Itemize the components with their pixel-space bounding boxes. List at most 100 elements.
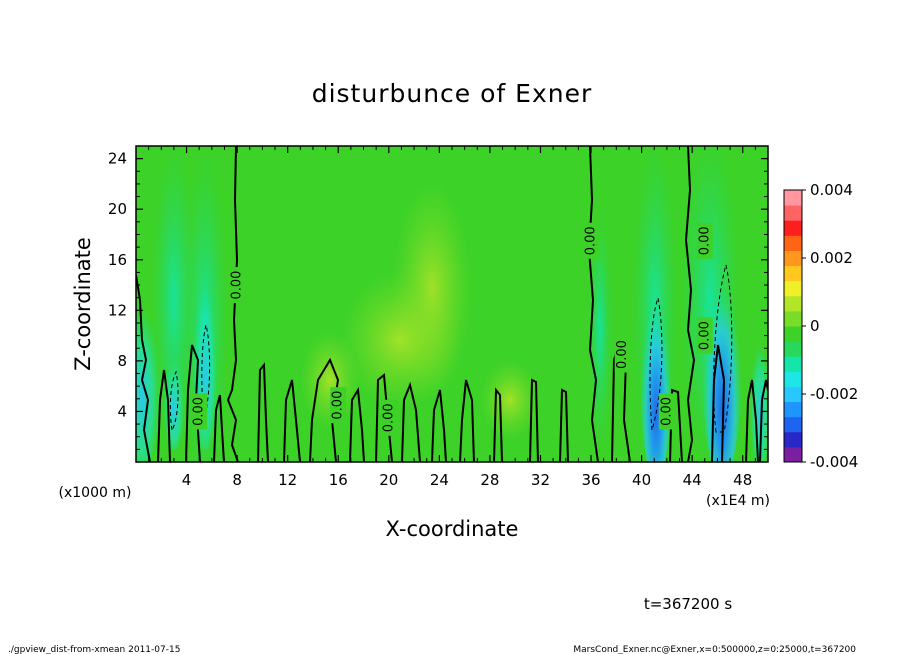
zero-contour-line — [493, 387, 503, 462]
y-tick-label: 16 — [108, 251, 127, 269]
x-tick-label: 40 — [632, 471, 651, 489]
contour-labels: 0.00 0.00 0.00 0.00 0.00 0.00 0.00 0.00 0.00 — [191, 222, 713, 436]
colorbar-swatch — [784, 235, 802, 251]
contour-plot-area: 0.00 0.00 0.00 0.00 0.00 0.00 0.00 0.00 0.00 — [136, 146, 768, 462]
contour-label-bg — [696, 222, 713, 259]
contour-label-bg — [583, 222, 600, 259]
contour-label-bg — [380, 399, 397, 436]
negative-contour-line — [649, 296, 663, 431]
colorbar-swatch — [784, 431, 802, 448]
colorbar-swatch — [784, 446, 802, 463]
chart-title: disturbunce of Exner — [312, 79, 593, 108]
x-tick-label: 12 — [278, 471, 297, 489]
colorbar-swatch — [784, 326, 802, 342]
x-tick-label: 24 — [430, 471, 449, 489]
x-tick-label: 44 — [683, 471, 702, 489]
x-tick-label: 48 — [733, 471, 752, 489]
zero-contour-line — [283, 379, 301, 462]
colorbar-swatch — [784, 386, 802, 403]
colorbar-swatch — [784, 341, 802, 357]
contour-label-bg — [614, 336, 631, 373]
field-negative-region — [702, 240, 742, 462]
zero-contour-line — [136, 274, 151, 462]
contour-label: 0.00 — [697, 226, 712, 255]
zero-contour-line — [745, 379, 759, 462]
x-tick-label: 32 — [531, 471, 550, 489]
x-axis: 4 8 12 16 20 24 28 32 36 40 44 48 — [148, 146, 756, 489]
contour-label-bg — [191, 393, 208, 430]
zero-contour-line — [226, 146, 239, 462]
zero-contour-line — [711, 344, 726, 462]
contour-label: 0.00 — [331, 391, 346, 420]
zero-contour-line — [559, 388, 569, 462]
y-tick-label: 24 — [108, 150, 127, 168]
x-unit-label: (x1E4 m) — [706, 493, 770, 509]
colorbar: 0.004 0.002 0 -0.002 -0.004 — [783, 181, 858, 471]
y-tick-label: 4 — [117, 402, 127, 420]
colorbar-tick-label: 0.002 — [810, 249, 853, 267]
colorbar-swatch — [784, 295, 802, 312]
y-axis-label: Z-coordinate — [71, 237, 95, 371]
x-tick-label: 20 — [379, 471, 398, 489]
x-tick-label: 16 — [329, 471, 348, 489]
colorbar-swatch — [784, 190, 802, 206]
contour-label: 0.00 — [230, 271, 245, 300]
colorbar-swatch — [784, 280, 802, 297]
negative-contour-line — [713, 264, 733, 433]
colorbar-tick-label: 0.004 — [810, 181, 853, 199]
negative-contours — [169, 264, 733, 433]
zero-contour-line — [257, 362, 269, 462]
colorbar-swatch — [784, 401, 802, 418]
footer-left: ./gpview_dist-from-xmean 2011-07-15 — [8, 645, 180, 654]
colorbar-swatch — [784, 205, 802, 221]
contour-label-bg — [658, 393, 675, 430]
zero-contour-line — [213, 394, 225, 462]
x-tick-label: 8 — [232, 471, 242, 489]
zero-contour-line — [759, 379, 768, 462]
footer-right: MarsCond_Exner.nc@Exner,x=0:500000,z=0:2… — [573, 645, 856, 654]
contour-label: 0.00 — [192, 397, 207, 426]
colorbar-swatch — [784, 416, 802, 433]
colorbar-tick-label: -0.002 — [810, 385, 858, 403]
x-tick-label: 36 — [581, 471, 600, 489]
negative-contour-line — [201, 324, 211, 421]
x-tick-label: 28 — [480, 471, 499, 489]
contour-label: 0.00 — [615, 340, 630, 369]
y-tick-label: 20 — [108, 200, 127, 218]
zero-contour-line — [459, 379, 475, 462]
colorbar-swatch — [784, 310, 802, 327]
zero-contour-line — [684, 146, 696, 462]
contour-label: 0.00 — [659, 397, 674, 426]
time-annotation: t=367200 s — [644, 595, 732, 613]
contour-label: 0.00 — [584, 226, 599, 255]
y-tick-label: 8 — [117, 352, 127, 370]
contour-label-bg — [696, 317, 713, 354]
zero-contour-line — [587, 146, 599, 462]
colorbar-swatch — [784, 220, 802, 236]
field-negative-region — [640, 260, 672, 462]
y-tick-label: 12 — [108, 301, 127, 319]
zero-contour-line — [157, 369, 171, 462]
field-negative-region — [750, 330, 768, 462]
contour-label-bg — [330, 387, 347, 424]
field-positive-region — [340, 270, 460, 410]
colorbar-swatch — [784, 250, 802, 267]
colorbar-tick-label: 0 — [810, 317, 820, 335]
colorbar-tick-label: -0.004 — [810, 453, 858, 471]
colorbar-swatch — [784, 265, 802, 282]
y-unit-label: (x1000 m) — [59, 485, 132, 501]
x-axis-label: X-coordinate — [386, 517, 519, 541]
zero-contour-line — [349, 386, 365, 462]
negative-contour-line — [169, 370, 179, 432]
zero-contour-line — [401, 381, 421, 462]
contour-label-bg — [229, 267, 246, 304]
colorbar-swatch — [784, 356, 802, 372]
contour-label: 0.00 — [381, 403, 396, 432]
y-axis: 4 8 12 16 20 24 — [108, 150, 768, 450]
zero-contour-line — [529, 378, 539, 462]
colorbar-swatch — [784, 371, 802, 387]
zero-contour-line — [431, 389, 447, 462]
contour-label: 0.00 — [697, 321, 712, 350]
x-tick-label: 4 — [182, 471, 192, 489]
